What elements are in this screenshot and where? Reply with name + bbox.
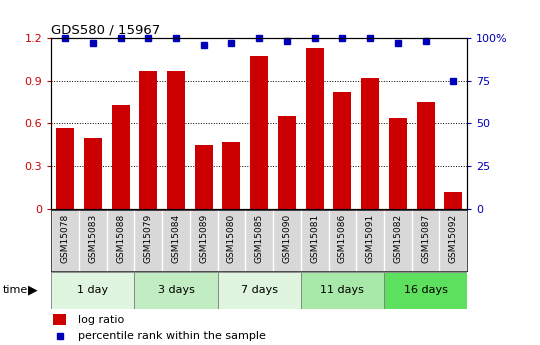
- Bar: [306, 48, 323, 209]
- Bar: [195, 145, 213, 209]
- Text: GSM15081: GSM15081: [310, 214, 319, 263]
- Text: GSM15092: GSM15092: [449, 214, 458, 263]
- Bar: [301, 272, 384, 309]
- Text: GSM15079: GSM15079: [144, 214, 153, 263]
- Text: GSM15084: GSM15084: [172, 214, 180, 263]
- Text: ▶: ▶: [28, 284, 38, 297]
- Text: GSM15083: GSM15083: [89, 214, 97, 263]
- Text: GSM15088: GSM15088: [116, 214, 125, 263]
- Bar: [84, 138, 102, 209]
- Bar: [250, 57, 268, 209]
- Text: 16 days: 16 days: [403, 285, 448, 295]
- Text: GSM15082: GSM15082: [393, 214, 402, 263]
- Bar: [218, 272, 301, 309]
- Text: 1 day: 1 day: [77, 285, 109, 295]
- Text: GSM15087: GSM15087: [421, 214, 430, 263]
- Text: GDS580 / 15967: GDS580 / 15967: [51, 24, 160, 37]
- Bar: [56, 128, 74, 209]
- Bar: [333, 92, 352, 209]
- Bar: [167, 71, 185, 209]
- Text: time: time: [3, 285, 28, 295]
- Bar: [139, 71, 157, 209]
- Text: 11 days: 11 days: [320, 285, 364, 295]
- Text: percentile rank within the sample: percentile rank within the sample: [78, 331, 266, 341]
- Text: log ratio: log ratio: [78, 315, 125, 325]
- Bar: [51, 272, 134, 309]
- Bar: [416, 102, 435, 209]
- Text: GSM15086: GSM15086: [338, 214, 347, 263]
- Text: GSM15089: GSM15089: [199, 214, 208, 263]
- Bar: [222, 142, 240, 209]
- Text: GSM15090: GSM15090: [282, 214, 292, 263]
- Text: GSM15085: GSM15085: [255, 214, 264, 263]
- Bar: [384, 272, 467, 309]
- Bar: [134, 272, 218, 309]
- Text: GSM15080: GSM15080: [227, 214, 236, 263]
- Text: GSM15091: GSM15091: [366, 214, 375, 263]
- Bar: [389, 118, 407, 209]
- Text: 7 days: 7 days: [241, 285, 278, 295]
- Bar: [53, 314, 66, 325]
- Text: GSM15078: GSM15078: [60, 214, 70, 263]
- Bar: [361, 78, 379, 209]
- Text: 3 days: 3 days: [158, 285, 194, 295]
- Bar: [112, 105, 130, 209]
- Bar: [278, 116, 296, 209]
- Bar: [444, 191, 462, 209]
